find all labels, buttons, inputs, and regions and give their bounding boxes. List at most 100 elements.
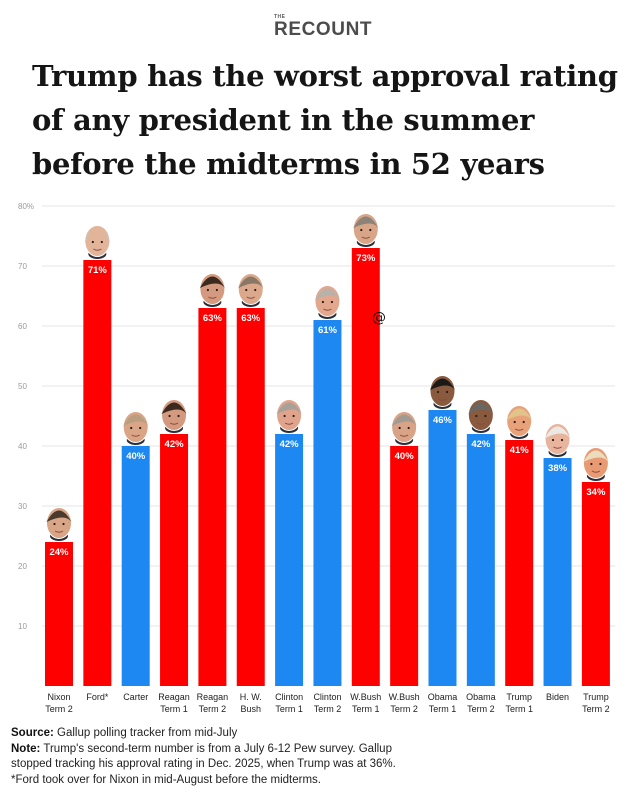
bar [428,410,457,686]
president-portrait [199,273,226,307]
x-tick-label: Term 2 [314,704,342,714]
bar-value-label: 63% [241,313,261,324]
title-line-2: of any president in the summer [32,103,535,137]
bar [543,458,572,686]
bars [45,248,610,686]
title-line-3: before the midterms in 52 years [32,147,545,181]
x-tick-label: Clinton [313,692,341,702]
bar [198,308,227,686]
president-portrait [314,285,341,319]
president-portrait [122,411,149,445]
x-tick-label: Term 2 [582,704,610,714]
y-tick-label: 10 [18,622,27,631]
x-tick-label: Bush [240,704,261,714]
y-tick-label: 40 [18,442,27,451]
stray-at-mark: @ [372,310,386,326]
president-portrait [352,213,379,247]
x-tick-label: H. W. [240,692,262,702]
president-portrait [582,447,609,481]
president-portrait [276,399,303,433]
x-tick-label: Term 2 [45,704,73,714]
president-portrait [506,405,533,439]
bar [581,482,610,686]
brand-name: RECOUNT [274,19,373,40]
bar [505,440,534,686]
x-tick-label: Obama [466,692,496,702]
bar [83,260,112,686]
ford-note: *Ford took over for Nixon in mid-August … [11,773,321,786]
bar-value-label: 63% [203,313,223,324]
bar [160,434,189,686]
approval-bar-chart: 10 20 30 40 50 60 70 80% 24% 71% 40% 42% 63% 63% 42% 6… [18,202,615,714]
x-tick-label: Reagan [197,692,229,702]
x-tick-label: Term 1 [275,704,303,714]
x-tick-label: W.Bush [350,692,381,702]
brand-logo: THE RECOUNT [0,10,639,46]
bar [351,248,380,686]
bar-value-label: 40% [395,451,415,462]
president-portrait [467,399,494,433]
bar [236,308,265,686]
x-tick-label: Ford* [86,692,109,702]
x-tick-label: Term 1 [505,704,533,714]
president-portrait [161,399,188,433]
bar-value-labels: 24% 71% 40% 42% 63% 63% 42% 61% 73% 40% 46% 42% 41% 3… [49,253,605,558]
bar [121,446,150,686]
x-tick-label: Term 2 [467,704,495,714]
bar-value-label: 71% [88,265,108,276]
bar-value-label: 73% [356,253,376,264]
y-tick-label: 70 [18,262,27,271]
bar-value-label: 61% [318,325,338,336]
y-tick-label: 80% [18,202,34,211]
bar-value-label: 40% [126,451,146,462]
brand-prefix: THE [274,14,286,20]
chart-title: Trump has the worst approval rating of a… [32,54,632,186]
bar [466,434,495,686]
bar-value-label: 42% [165,439,185,450]
x-tick-label: Trump [583,692,609,702]
x-tick-label: Nixon [47,692,70,702]
x-tick-label: Carter [123,692,148,702]
chart-footnotes: Source: Gallup polling tracker from mid-… [11,726,631,788]
x-tick-label: Reagan [158,692,190,702]
bar [313,320,342,686]
source-note: Source: Gallup polling tracker from mid-… [11,726,631,742]
x-tick-label: Obama [428,692,458,702]
y-tick-label: 20 [18,562,27,571]
x-tick-label: Biden [546,692,569,702]
x-tick-label: Clinton [275,692,303,702]
x-axis-labels: Nixon Term 2 Ford* Carter Reagan Term 1 Reagan… [45,692,609,714]
president-portrait [391,411,418,445]
president-portrait [237,273,264,307]
x-tick-label: Term 1 [160,704,188,714]
note-text-line-1: Trump's second-term number is from a Jul… [40,742,392,755]
y-tick-label: 50 [18,382,27,391]
bar-value-label: 42% [280,439,300,450]
president-portrait [46,507,72,541]
source-text: Gallup polling tracker from mid-July [53,727,238,739]
bar-value-label: 42% [471,439,491,450]
president-portrait [429,375,456,409]
x-tick-label: Trump [506,692,532,702]
bar-value-label: 24% [49,547,69,558]
president-portraits [46,213,609,541]
y-axis-ticks: 10 20 30 40 50 60 70 80% [18,202,34,631]
x-tick-label: Term 2 [199,704,227,714]
y-tick-label: 60 [18,322,27,331]
bar [275,434,304,686]
bar-value-label: 41% [510,445,530,456]
x-tick-label: W.Bush [389,692,420,702]
note-label: Note: [11,742,41,755]
bar [390,446,419,686]
bar-value-label: 38% [548,463,568,474]
title-line-1: Trump has the worst approval rating [32,59,618,93]
x-tick-label: Term 2 [390,704,418,714]
president-portrait [544,423,571,457]
methodology-note: Note: Trump's second-term number is from… [11,742,631,773]
bar-value-label: 34% [586,487,606,498]
source-label: Source: [11,727,54,739]
note-text-line-2: stopped tracking his approval rating in … [11,758,396,770]
bar [45,542,73,686]
x-tick-label: Term 1 [429,704,457,714]
x-tick-label: Term 1 [352,704,380,714]
